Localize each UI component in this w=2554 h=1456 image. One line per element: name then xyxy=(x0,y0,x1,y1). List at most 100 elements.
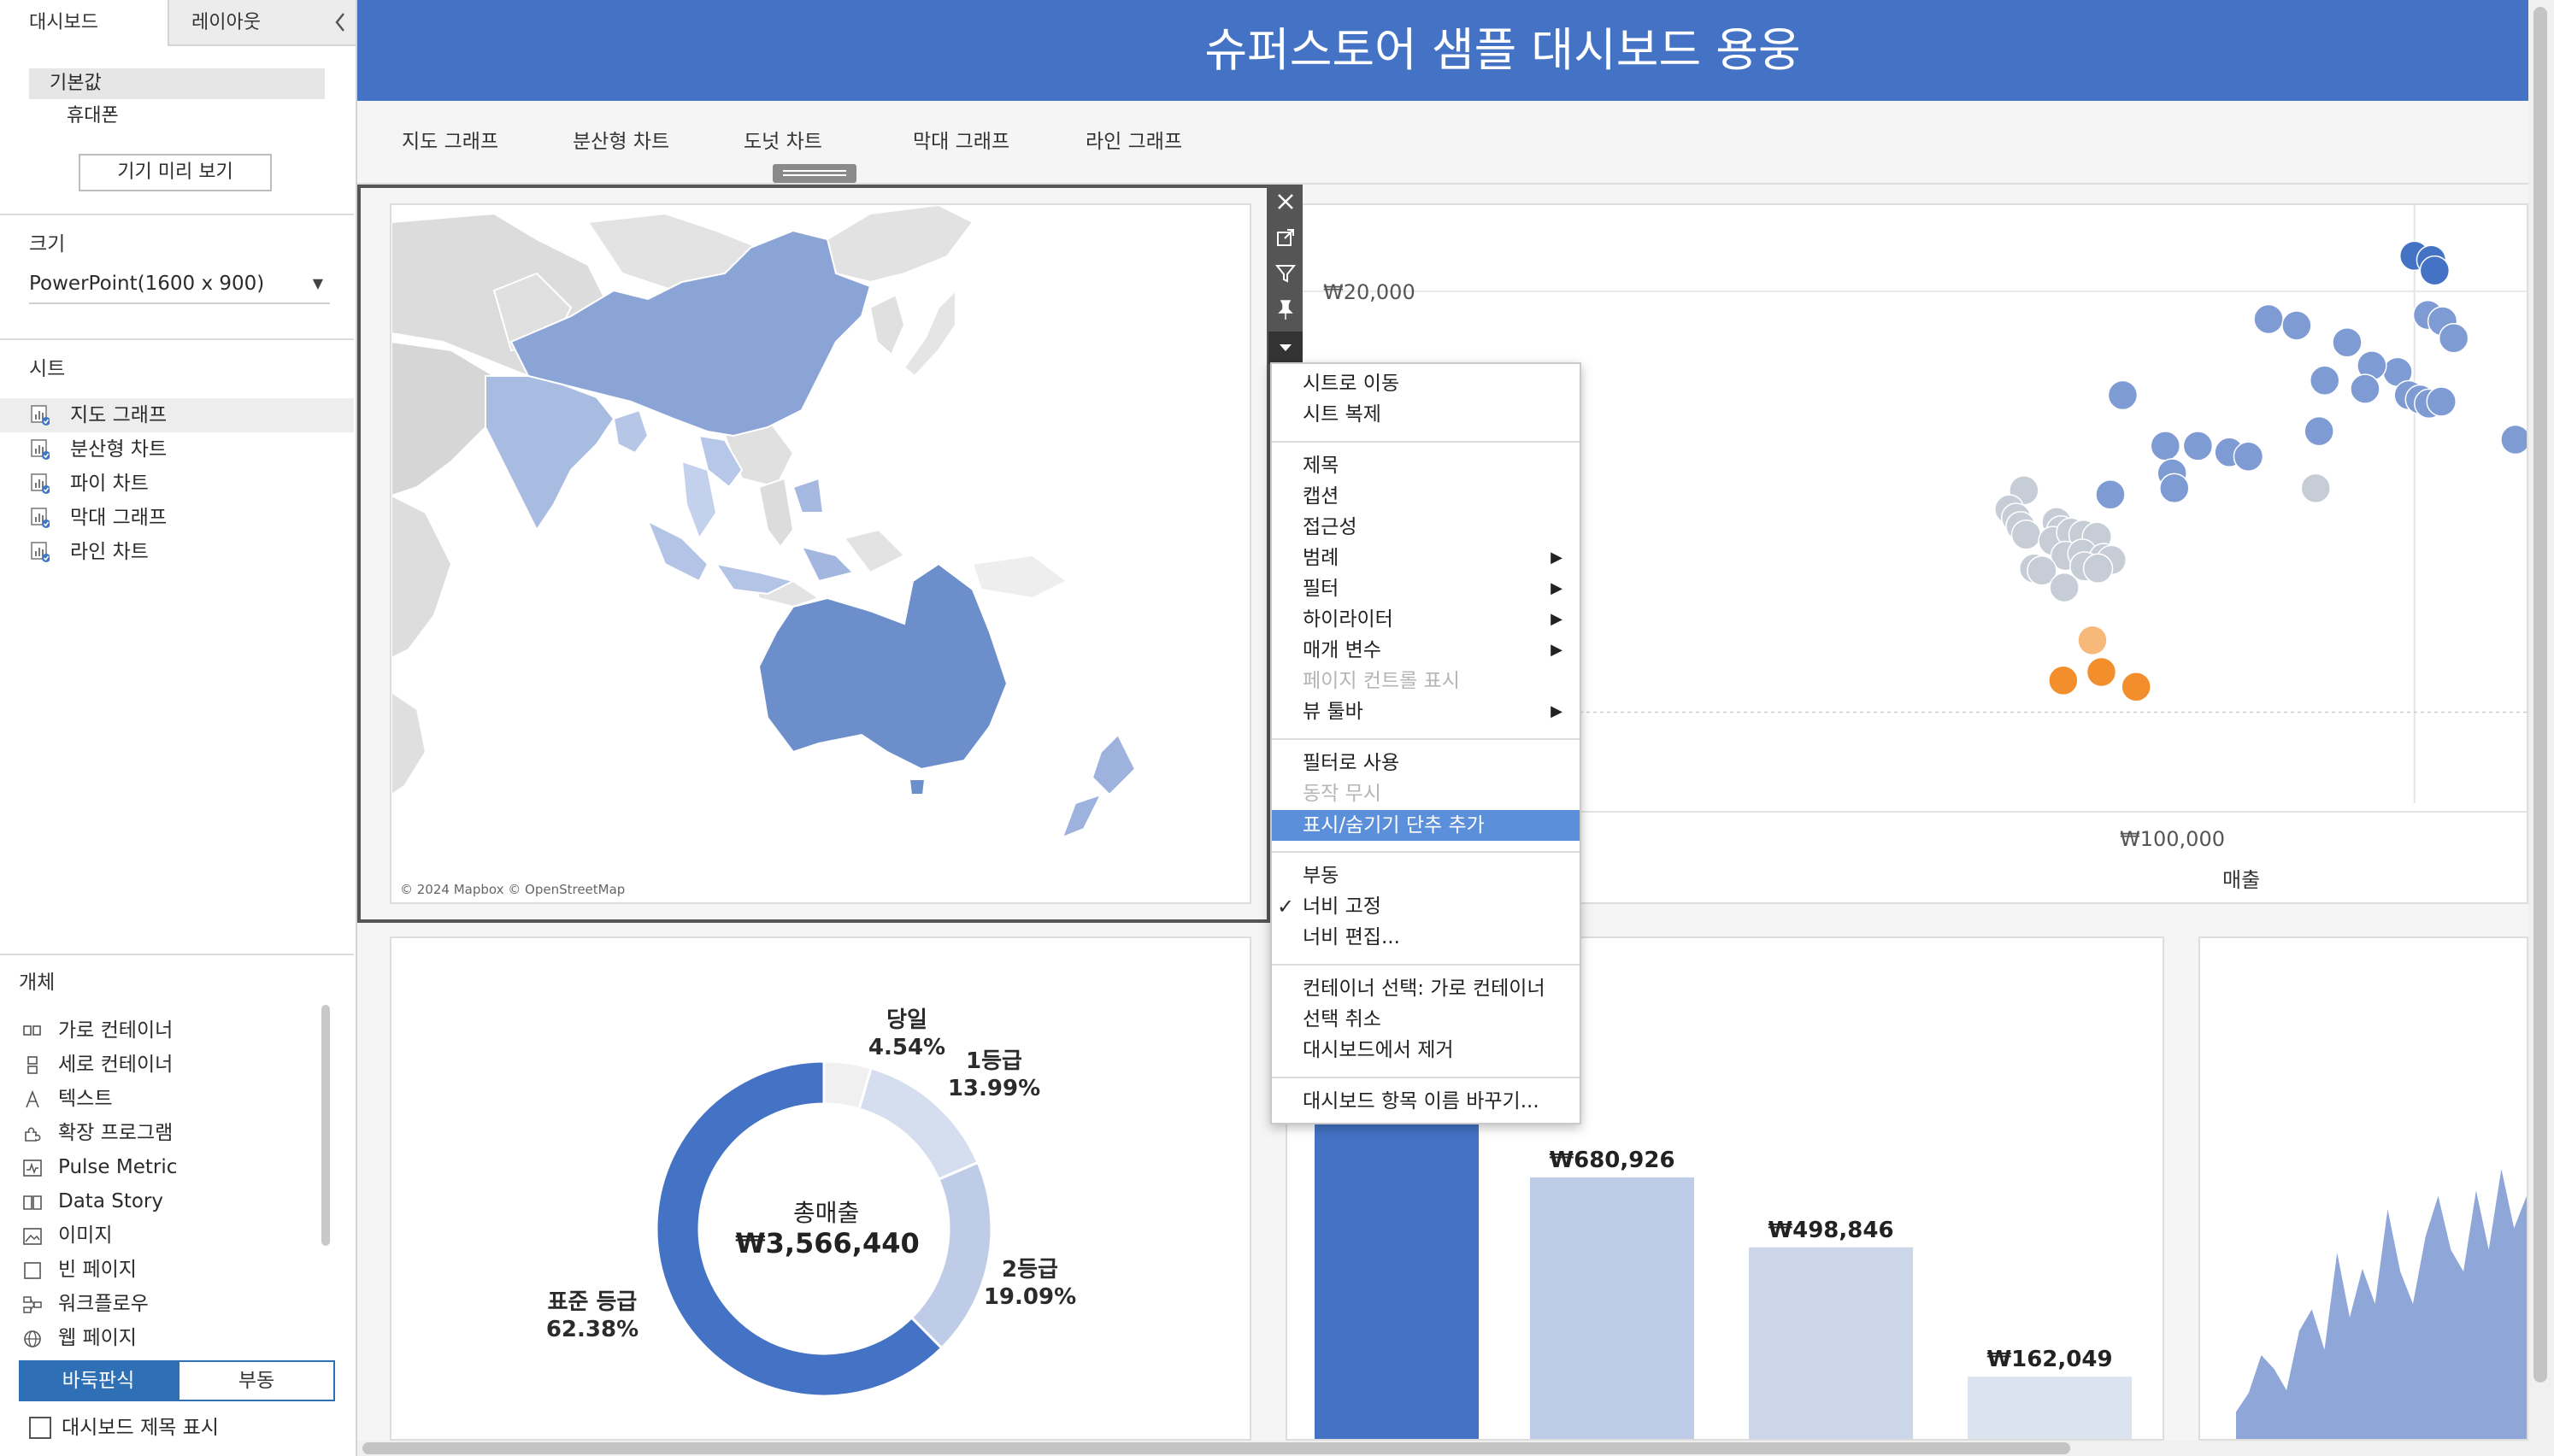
tab-line-chart[interactable]: 라인 그래프 xyxy=(1086,131,1183,153)
submenu-arrow-icon: ▶ xyxy=(1551,549,1562,567)
slice-label-first-class: 1등급 13.99% xyxy=(947,1048,1041,1101)
menu-item-view-toolbar[interactable]: 뷰 툴바 ▶ xyxy=(1303,697,1562,726)
dropdown-arrow-icon: ▼ xyxy=(312,275,323,291)
map-credit: © 2024 Mapbox © OpenStreetMap xyxy=(400,882,626,897)
sheet-item[interactable]: 파이 차트 xyxy=(0,467,354,501)
open-sheet-icon[interactable] xyxy=(1274,226,1298,250)
check-icon: ✓ xyxy=(1277,895,1295,919)
menu-item-fixed-width[interactable]: 너비 고정 xyxy=(1303,895,1381,918)
object-label: 웹 페이지 xyxy=(58,1327,137,1349)
tab-bar-chart[interactable]: 막대 그래프 xyxy=(913,131,1010,153)
more-options-icon[interactable] xyxy=(1268,332,1303,364)
data-story-icon xyxy=(23,1195,42,1210)
object-item-vertical-container[interactable]: 세로 컨테이너 xyxy=(0,1048,325,1082)
object-label: 이미지 xyxy=(58,1224,113,1247)
objects-scrollbar[interactable] xyxy=(321,1005,330,1246)
menu-item-edit-width[interactable]: 너비 편집... xyxy=(1303,926,1400,948)
object-label: 텍스트 xyxy=(58,1088,113,1110)
pin-icon[interactable] xyxy=(1274,297,1298,321)
blue-point xyxy=(2350,373,2380,404)
menu-item-rename-dashboard-item[interactable]: 대시보드 항목 이름 바꾸기... xyxy=(1303,1090,1539,1113)
blue-point xyxy=(2304,415,2334,447)
worksheet-icon xyxy=(31,473,50,494)
object-item-workflow[interactable]: 워크플로우 xyxy=(0,1287,325,1321)
object-item-extension[interactable]: 확장 프로그램 xyxy=(0,1116,325,1150)
tab-scatter-chart[interactable]: 분산형 차트 xyxy=(573,131,670,153)
sheet-label: 지도 그래프 xyxy=(70,404,168,426)
object-label: 빈 페이지 xyxy=(58,1259,137,1281)
blue-point xyxy=(2233,441,2264,473)
sheet-item[interactable]: 라인 차트 xyxy=(0,535,354,569)
tiled-toggle[interactable]: 바둑판식 xyxy=(19,1360,178,1401)
submenu-arrow-icon: ▶ xyxy=(1551,610,1562,628)
menu-item-use-as-filter[interactable]: 필터로 사용 xyxy=(1303,752,1400,774)
menu-item-floating[interactable]: 부동 xyxy=(1303,865,1339,887)
object-label: Data Story xyxy=(58,1190,163,1212)
chevron-left-icon[interactable] xyxy=(328,9,352,36)
bar-value-label: ₩162,049 xyxy=(1986,1347,2112,1372)
object-item-data-story[interactable]: Data Story xyxy=(0,1184,325,1218)
sheet-item[interactable]: 분산형 차트 xyxy=(0,432,354,467)
vertical-scrollbar[interactable] xyxy=(2533,7,2547,1383)
objects-section-title: 개체 xyxy=(19,972,56,994)
filter-icon[interactable] xyxy=(1274,261,1298,285)
donut-chart xyxy=(655,1060,993,1398)
bar xyxy=(1749,1247,1913,1439)
orange-point xyxy=(2086,656,2117,688)
object-item-horizontal-container[interactable]: 가로 컨테이너 xyxy=(0,1013,325,1048)
floating-toggle[interactable]: 부동 xyxy=(178,1360,335,1401)
donut-chart-panel[interactable]: 총매출 ₩3,566,440 당일 4.54% 1등급 13.99% 2등급 19.0… xyxy=(390,936,1251,1441)
orange-point xyxy=(2077,625,2108,656)
object-item-text[interactable]: 텍스트 xyxy=(0,1082,325,1116)
menu-item-go-to-sheet[interactable]: 시트로 이동 xyxy=(1303,373,1400,395)
horizontal-scrollbar[interactable] xyxy=(362,1442,2070,1454)
menu-item-accessibility[interactable]: 접근성 xyxy=(1303,516,1357,538)
menu-item-duplicate-sheet[interactable]: 시트 복제 xyxy=(1303,403,1381,426)
drag-handle[interactable] xyxy=(773,164,856,183)
tab-dashboard[interactable]: 대시보드 xyxy=(0,0,168,46)
show-title-checkbox[interactable] xyxy=(29,1417,51,1439)
blue-point xyxy=(2438,323,2469,354)
sheet-item[interactable]: 막대 그래프 xyxy=(0,501,354,535)
close-icon[interactable] xyxy=(1274,190,1298,214)
object-label: Pulse Metric xyxy=(58,1156,178,1178)
menu-item-parameters[interactable]: 매개 변수 ▶ xyxy=(1303,636,1562,665)
device-default[interactable]: 기본값 xyxy=(29,68,325,99)
device-preview-button[interactable]: 기기 미리 보기 xyxy=(79,154,272,191)
menu-item-deselect[interactable]: 선택 취소 xyxy=(1303,1008,1381,1030)
dashboard-title: 슈퍼스토어 샘플 대시보드 용웅 xyxy=(1204,23,1801,77)
blue-point xyxy=(2182,431,2214,461)
y-tick-label: ₩20,000 xyxy=(1323,280,1415,304)
object-item-pulse-metric[interactable]: Pulse Metric xyxy=(0,1150,325,1184)
slice-label-second-class: 2등급 19.09% xyxy=(983,1257,1077,1310)
sheet-item[interactable]: 지도 그래프 xyxy=(0,398,354,432)
blue-point xyxy=(2159,473,2190,504)
area-chart-panel[interactable] xyxy=(2198,936,2528,1441)
tab-layout[interactable]: 레이아웃 xyxy=(168,0,356,46)
scatter-chart xyxy=(1292,205,2531,813)
context-menu: 시트로 이동 시트 복제 제목 캡션 접근성 범례 ▶ 필터 ▶ 하이라이터 ▶ 매개… xyxy=(1270,362,1581,1124)
map-view[interactable]: © 2024 Mapbox © OpenStreetMap xyxy=(390,203,1251,904)
object-item-blank-page[interactable]: 빈 페이지 xyxy=(0,1253,325,1287)
worksheet-icon xyxy=(31,439,50,460)
tab-donut-chart[interactable]: 도넛 차트 xyxy=(744,131,822,153)
menu-item-caption[interactable]: 캡션 xyxy=(1303,485,1339,508)
bar-chart-panel[interactable]: ₩680,926 ₩498,846 ₩162,049 xyxy=(1286,584,2164,1441)
area-series xyxy=(2236,1169,2527,1439)
tab-map-chart[interactable]: 지도 그래프 xyxy=(402,131,499,153)
menu-item-remove-from-dashboard[interactable]: 대시보드에서 제거 xyxy=(1303,1039,1454,1061)
donut-total-value: ₩3,566,440 xyxy=(735,1227,920,1259)
bar xyxy=(1968,1377,2132,1439)
left-panel: 대시보드 레이아웃 기본값 휴대폰 기기 미리 보기 크기 PowerPoint… xyxy=(0,0,357,1456)
object-item-web-page[interactable]: 웹 페이지 xyxy=(0,1321,325,1355)
menu-item-select-container[interactable]: 컨테이너 선택: 가로 컨테이너 xyxy=(1303,978,1545,1000)
menu-item-filter[interactable]: 필터 ▶ xyxy=(1303,574,1562,603)
menu-item-title[interactable]: 제목 xyxy=(1303,455,1339,477)
size-dropdown[interactable]: PowerPoint(1600 x 900) ▼ xyxy=(29,268,330,304)
object-item-image[interactable]: 이미지 xyxy=(0,1218,325,1253)
menu-item-highlighter[interactable]: 하이라이터 ▶ xyxy=(1303,605,1562,634)
device-phone[interactable]: 휴대폰 xyxy=(67,105,119,126)
menu-item-legend[interactable]: 범례 ▶ xyxy=(1303,543,1562,572)
gray-point xyxy=(2300,473,2331,504)
menu-item-add-show-hide-button[interactable]: 표시/숨기기 단추 추가 xyxy=(1303,814,1485,837)
